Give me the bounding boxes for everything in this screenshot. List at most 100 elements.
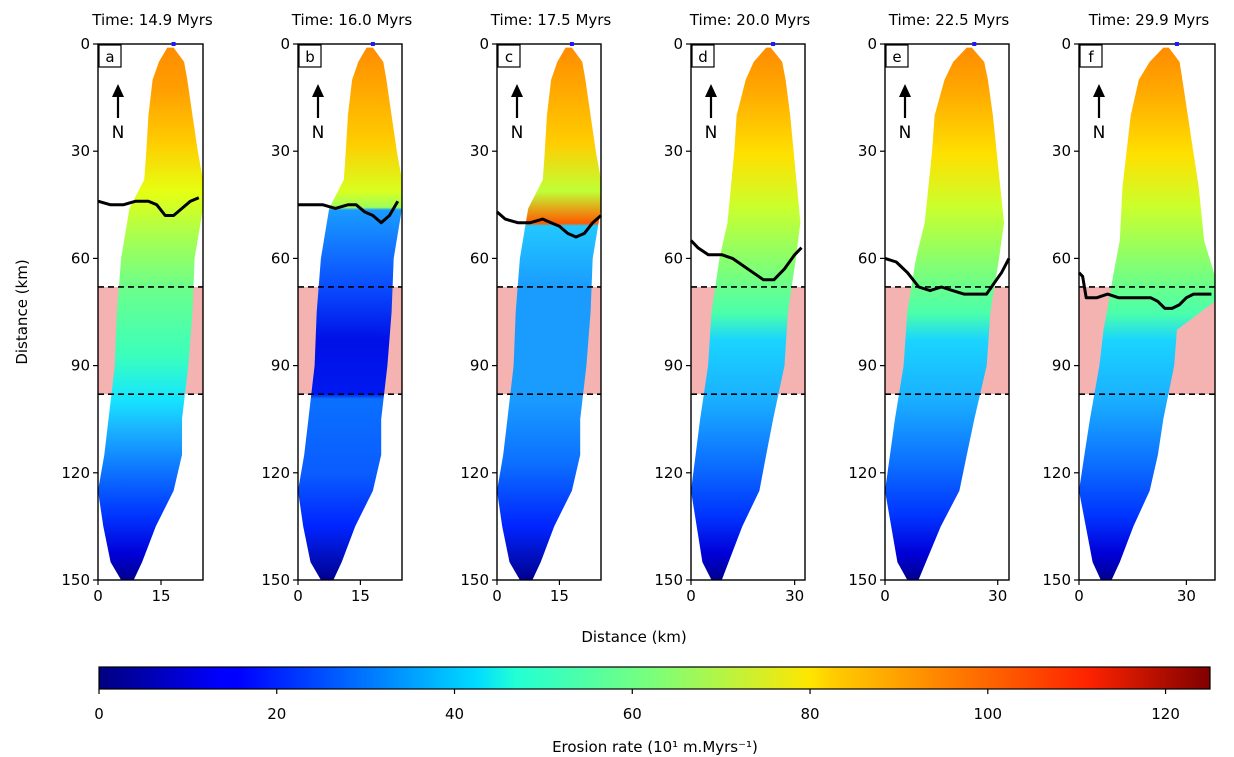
panel-title: Time: 16.0 Myrs xyxy=(291,11,413,29)
y-tick-label: 60 xyxy=(858,249,877,267)
x-tick-label: 0 xyxy=(293,587,303,605)
colorbar-label: Erosion rate (10¹ m.Myrs⁻¹) xyxy=(552,738,758,756)
panel-label: f xyxy=(1088,48,1094,66)
panel-label-box xyxy=(1079,44,1103,68)
y-tick-label: 150 xyxy=(261,571,290,589)
north-label: N xyxy=(112,123,125,143)
x-tick-label: 0 xyxy=(1074,587,1084,605)
y-tick-label: 90 xyxy=(664,357,683,375)
y-tick-label: 120 xyxy=(654,464,683,482)
north-label: N xyxy=(899,123,912,143)
north-label: N xyxy=(1093,123,1106,143)
x-tick-label: 0 xyxy=(93,587,103,605)
x-tick-label: 15 xyxy=(351,587,370,605)
y-tick-label: 0 xyxy=(867,35,877,53)
ice-front-line xyxy=(97,196,200,217)
y-axis-label: Distance (km) xyxy=(13,259,31,364)
erosion-field xyxy=(1079,47,1215,581)
plot-frame xyxy=(1078,43,1216,581)
summit-marker xyxy=(1174,42,1179,46)
north-label: N xyxy=(705,123,718,143)
y-tick-label: 30 xyxy=(664,142,683,160)
colorbar-tick-label: 120 xyxy=(1151,705,1180,723)
y-tick-label: 60 xyxy=(1052,249,1071,267)
x-tick-label: 30 xyxy=(785,587,804,605)
colorbar: 0 20 40 60 80 100 120 Erosion rate (10¹ m.Myrs… xyxy=(94,666,1211,756)
north-arrow-icon xyxy=(705,84,717,97)
y-tick-label: 0 xyxy=(280,35,290,53)
ice-front-line xyxy=(689,239,803,282)
north-arrow-icon xyxy=(899,84,911,97)
colorbar-tick-label: 40 xyxy=(445,705,464,723)
x-tick-label: 15 xyxy=(151,587,170,605)
x-tick-label: 30 xyxy=(988,587,1007,605)
ice-front-line xyxy=(496,210,602,239)
summit-marker xyxy=(569,42,574,46)
y-tick-label: 150 xyxy=(848,571,877,589)
erosion-field xyxy=(885,47,1004,581)
x-tick-label: 15 xyxy=(550,587,569,605)
y-tick-label: 90 xyxy=(470,357,489,375)
plot-frame xyxy=(496,43,602,581)
y-tick-label: 0 xyxy=(1061,35,1071,53)
y-tick-label: 0 xyxy=(479,35,489,53)
x-axis-label: Distance (km) xyxy=(581,628,686,646)
y-tick-label: 90 xyxy=(858,357,877,375)
y-tick-label: 90 xyxy=(71,357,90,375)
y-tick-label: 150 xyxy=(654,571,683,589)
y-tick-label: 60 xyxy=(470,249,489,267)
y-tick-label: 60 xyxy=(664,249,683,267)
panel-label: c xyxy=(505,48,513,66)
y-tick-label: 30 xyxy=(271,142,290,160)
plot-frame xyxy=(97,43,204,581)
x-tick-label: 30 xyxy=(1177,587,1196,605)
plot-frame xyxy=(884,43,1010,581)
panel-title: Time: 17.5 Myrs xyxy=(490,11,612,29)
y-tick-label: 120 xyxy=(261,464,290,482)
north-arrow-icon xyxy=(511,84,523,97)
y-tick-label: 120 xyxy=(460,464,489,482)
panel-title: Time: 22.5 Myrs xyxy=(888,11,1010,29)
colorbar-tick-label: 0 xyxy=(94,705,104,723)
summit-marker xyxy=(171,42,176,46)
y-tick-label: 0 xyxy=(80,35,90,53)
y-tick-label: 120 xyxy=(1042,464,1071,482)
summit-marker xyxy=(771,42,776,46)
panel-title: Time: 20.0 Myrs xyxy=(689,11,811,29)
x-tick-label: 0 xyxy=(686,587,696,605)
colorbar-tick-label: 80 xyxy=(800,705,819,723)
plot-frame xyxy=(690,43,806,581)
y-tick-label: 30 xyxy=(1052,142,1071,160)
y-tick-label: 0 xyxy=(673,35,683,53)
panel-label: b xyxy=(305,48,315,66)
north-arrow-icon xyxy=(312,84,324,97)
north-arrow-icon xyxy=(1093,84,1105,97)
erosion-field xyxy=(691,47,801,581)
panel-label-box xyxy=(298,44,322,68)
colorbar-gradient xyxy=(98,666,1211,690)
y-tick-label: 30 xyxy=(470,142,489,160)
panel-label: a xyxy=(105,48,114,66)
y-tick-label: 120 xyxy=(61,464,90,482)
ice-front-line xyxy=(884,256,1011,296)
x-tick-label: 0 xyxy=(492,587,502,605)
y-tick-label: 30 xyxy=(858,142,877,160)
summit-marker xyxy=(370,42,375,46)
plot-frame xyxy=(297,43,403,581)
panel-label-box xyxy=(885,44,909,68)
y-tick-label: 30 xyxy=(71,142,90,160)
panel-title: Time: 14.9 Myrs xyxy=(91,11,213,29)
panel-label-box xyxy=(497,44,521,68)
north-arrow-icon xyxy=(112,84,124,97)
y-tick-label: 60 xyxy=(271,249,290,267)
x-tick-label: 0 xyxy=(880,587,890,605)
ice-front-line xyxy=(298,200,400,225)
y-tick-label: 150 xyxy=(61,571,90,589)
y-tick-label: 90 xyxy=(271,357,290,375)
y-tick-label: 150 xyxy=(460,571,489,589)
